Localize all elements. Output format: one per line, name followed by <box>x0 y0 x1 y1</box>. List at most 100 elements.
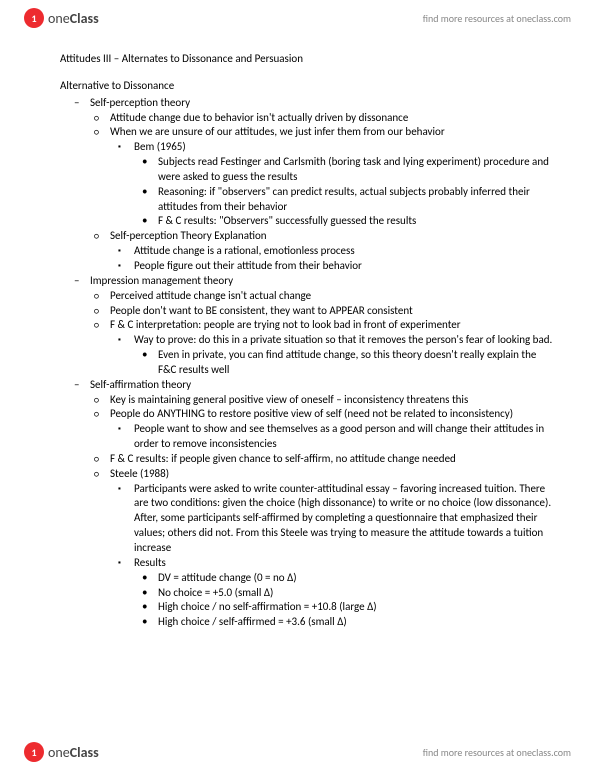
document-title: Attitudes III – Alternates to Dissonance… <box>60 52 555 67</box>
logo-text: oneClass <box>48 744 99 761</box>
outline-item: Attitude change is a rational, emotionle… <box>118 244 555 259</box>
bullet-icon <box>118 556 134 571</box>
bullet-icon <box>142 185 158 215</box>
outline-text: People do ANYTHING to restore positive v… <box>110 407 555 422</box>
outline-text: Self-affirmation theory <box>90 378 555 393</box>
bullet-icon <box>94 407 110 422</box>
outline-text: Key is maintaining general positive view… <box>110 393 555 408</box>
bullet-icon <box>94 452 110 467</box>
outline-text: No choice = +5.0 (small Δ) <box>158 586 555 601</box>
bullet-icon <box>94 111 110 126</box>
bullet-icon <box>74 96 90 111</box>
outline-text: Perceived attitude change isn't actual c… <box>110 289 555 304</box>
outline-item: Way to prove: do this in a private situa… <box>118 333 555 348</box>
brand-logo[interactable]: 1 oneClass <box>24 8 99 28</box>
outline-item: Key is maintaining general positive view… <box>94 393 555 408</box>
bullet-icon <box>118 422 134 452</box>
bullet-icon <box>94 467 110 482</box>
outline-text: Bem (1965) <box>134 140 555 155</box>
outline-item: F & C interpretation: people are trying … <box>94 318 555 333</box>
outline-item: People figure out their attitude from th… <box>118 259 555 274</box>
section-heading: Alternative to Dissonance <box>60 79 555 94</box>
outline-item: Perceived attitude change isn't actual c… <box>94 289 555 304</box>
bullet-icon <box>94 318 110 333</box>
outline-text: Results <box>134 556 555 571</box>
outline-item: Steele (1988) <box>94 467 555 482</box>
bullet-icon <box>142 571 158 586</box>
outline-item: No choice = +5.0 (small Δ) <box>142 586 555 601</box>
outline-item: F & C results: if people given chance to… <box>94 452 555 467</box>
outline-text: People figure out their attitude from th… <box>134 259 555 274</box>
header: 1 oneClass find more resources at onecla… <box>0 0 595 36</box>
outline-text: F & C results: if people given chance to… <box>110 452 555 467</box>
logo-icon: 1 <box>24 742 44 762</box>
bullet-icon <box>118 259 134 274</box>
outline-text: People want to show and see themselves a… <box>134 422 555 452</box>
outline-text: Reasoning: if "observers" can predict re… <box>158 185 555 215</box>
bullet-icon <box>94 393 110 408</box>
resources-link-bottom[interactable]: find more resources at oneclass.com <box>423 746 571 759</box>
outline-item: Impression management theory <box>74 274 555 289</box>
bullet-icon <box>74 378 90 393</box>
bullet-icon <box>142 586 158 601</box>
logo-text-one: one <box>48 10 70 27</box>
brand-logo-footer[interactable]: 1 oneClass <box>24 742 99 762</box>
outline-item: Attitude change due to behavior isn't ac… <box>94 111 555 126</box>
outline-text: Self-perception theory <box>90 96 555 111</box>
bullet-icon <box>142 600 158 615</box>
outline-text: Even in private, you can find attitude c… <box>158 348 555 378</box>
bullet-icon <box>74 274 90 289</box>
outline-text: F & C results: "Observers" successfully … <box>158 214 555 229</box>
outline-text: Participants were asked to write counter… <box>134 482 555 556</box>
logo-text-class: Class <box>70 10 99 27</box>
outline-item: Even in private, you can find attitude c… <box>142 348 555 378</box>
bullet-icon <box>118 333 134 348</box>
outline-item: High choice / self-affirmed = +3.6 (smal… <box>142 615 555 630</box>
outline-item: People don't want to BE consistent, they… <box>94 304 555 319</box>
outline-text: Impression management theory <box>90 274 555 289</box>
outline-item: Bem (1965) <box>118 140 555 155</box>
outline-text: Subjects read Festinger and Carlsmith (b… <box>158 155 555 185</box>
bullet-icon <box>142 615 158 630</box>
bullet-icon <box>142 348 158 378</box>
outline-text: People don't want to BE consistent, they… <box>110 304 555 319</box>
outline-text: When we are unsure of our attitudes, we … <box>110 125 555 140</box>
outline-text: DV = attitude change (0 = no Δ) <box>158 571 555 586</box>
outline-text: High choice / self-affirmed = +3.6 (smal… <box>158 615 555 630</box>
resources-link-top[interactable]: find more resources at oneclass.com <box>423 12 571 25</box>
outline-text: Attitude change is a rational, emotionle… <box>134 244 555 259</box>
bullet-icon <box>118 140 134 155</box>
outline-item: Subjects read Festinger and Carlsmith (b… <box>142 155 555 185</box>
outline-text: Self-perception Theory Explanation <box>110 229 555 244</box>
outline-item: F & C results: "Observers" successfully … <box>142 214 555 229</box>
document-content: Attitudes III – Alternates to Dissonance… <box>60 52 555 630</box>
logo-text-class: Class <box>70 744 99 761</box>
bullet-icon <box>118 482 134 556</box>
outline-text: F & C interpretation: people are trying … <box>110 318 555 333</box>
outline-item: Results <box>118 556 555 571</box>
outline-item: People do ANYTHING to restore positive v… <box>94 407 555 422</box>
outline-item: DV = attitude change (0 = no Δ) <box>142 571 555 586</box>
logo-text-one: one <box>48 744 70 761</box>
logo-text: oneClass <box>48 10 99 27</box>
outline-text: Steele (1988) <box>110 467 555 482</box>
outline-item: Self-perception theory <box>74 96 555 111</box>
bullet-icon <box>142 155 158 185</box>
outline-list: Self-perception theoryAttitude change du… <box>60 96 555 630</box>
outline-text: Way to prove: do this in a private situa… <box>134 333 555 348</box>
bullet-icon <box>118 244 134 259</box>
outline-item: Participants were asked to write counter… <box>118 482 555 556</box>
bullet-icon <box>142 214 158 229</box>
outline-item: Self-perception Theory Explanation <box>94 229 555 244</box>
outline-item: People want to show and see themselves a… <box>118 422 555 452</box>
outline-item: When we are unsure of our attitudes, we … <box>94 125 555 140</box>
logo-icon: 1 <box>24 8 44 28</box>
outline-text: High choice / no self-affirmation = +10.… <box>158 600 555 615</box>
bullet-icon <box>94 229 110 244</box>
bullet-icon <box>94 289 110 304</box>
outline-item: Self-affirmation theory <box>74 378 555 393</box>
outline-item: Reasoning: if "observers" can predict re… <box>142 185 555 215</box>
bullet-icon <box>94 304 110 319</box>
bullet-icon <box>94 125 110 140</box>
outline-item: High choice / no self-affirmation = +10.… <box>142 600 555 615</box>
